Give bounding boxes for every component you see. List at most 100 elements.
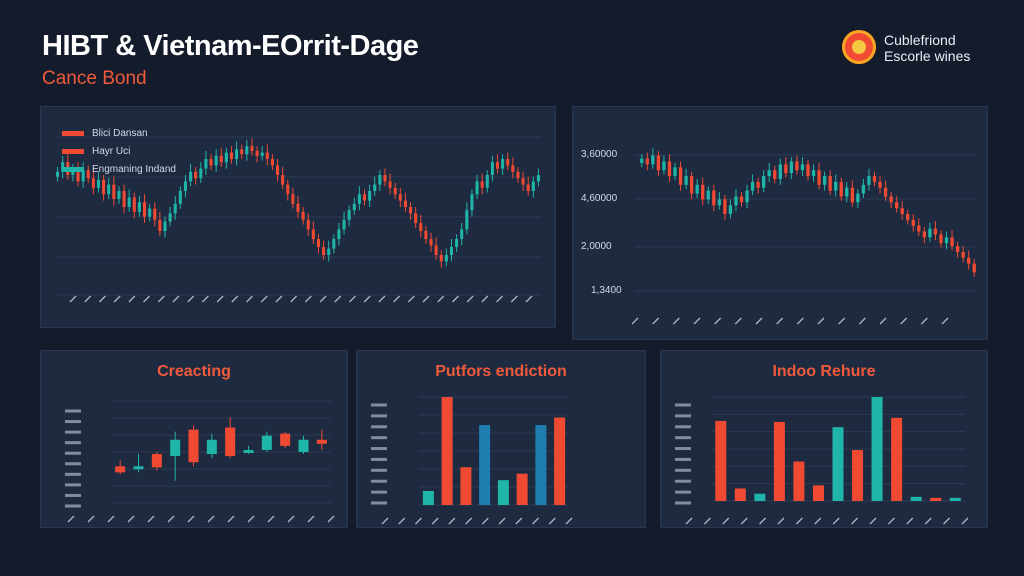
candle	[972, 263, 976, 273]
x-tick-label	[887, 517, 895, 525]
x-tick-label	[290, 295, 298, 303]
legend-label: Engmaning Indand	[92, 163, 176, 175]
bar	[535, 425, 547, 505]
x-tick-label	[532, 517, 540, 525]
brand[interactable]: Cublefriond Escorle wines	[842, 30, 1002, 66]
candle	[383, 175, 387, 182]
candle	[867, 176, 871, 185]
candle	[521, 178, 525, 185]
y-tick-label	[65, 493, 81, 497]
x-tick-label	[381, 517, 389, 525]
y-tick-label: 2,0000	[581, 241, 612, 252]
x-tick-label	[814, 517, 822, 525]
candle	[414, 213, 418, 223]
bar	[497, 480, 509, 505]
y-tick-label	[675, 447, 691, 451]
candle	[861, 184, 866, 194]
x-tick-label	[906, 517, 914, 525]
x-tick-label	[869, 517, 877, 525]
candle	[933, 228, 938, 235]
candle	[950, 237, 954, 247]
candle	[133, 466, 144, 470]
candle	[229, 152, 234, 159]
x-tick-label	[127, 515, 135, 523]
candle	[460, 229, 464, 239]
candle	[102, 179, 106, 195]
candle	[917, 225, 921, 232]
bar	[793, 461, 805, 501]
candle	[656, 155, 661, 171]
chart-legend: Blici Dansan Hayr Uci Engmaning Indand	[62, 124, 176, 178]
y-tick-label	[371, 414, 387, 418]
candle	[531, 181, 535, 191]
x-tick-label	[548, 517, 556, 525]
y-tick-label	[675, 490, 691, 494]
candle	[235, 149, 239, 159]
candle	[728, 205, 733, 214]
candle	[834, 181, 838, 191]
x-tick-label	[565, 517, 573, 525]
candle	[225, 427, 236, 457]
x-tick-label	[363, 295, 371, 303]
legend-swatch	[62, 148, 84, 154]
brand-name-line2: Escorle wines	[884, 48, 971, 64]
candle	[516, 171, 520, 179]
x-tick-label	[740, 517, 748, 525]
y-tick-label	[65, 430, 81, 434]
candle	[511, 165, 515, 172]
x-tick-label	[759, 517, 767, 525]
x-tick-label	[201, 295, 209, 303]
candle	[465, 210, 469, 230]
candle	[255, 151, 259, 156]
candle	[894, 202, 899, 209]
candle	[939, 234, 943, 244]
chart-title: Indoo Rehure	[772, 363, 876, 380]
candle	[712, 190, 716, 206]
brand-name-line1: Cublefriond	[884, 32, 956, 48]
candle	[183, 181, 187, 191]
x-tick-label	[448, 517, 456, 525]
bar	[910, 496, 922, 501]
bar	[891, 417, 903, 501]
y-tick-label	[371, 490, 387, 494]
candle	[224, 152, 228, 163]
candle	[206, 439, 217, 455]
candle	[419, 223, 423, 231]
candle	[495, 162, 500, 169]
candle	[322, 247, 326, 255]
y-tick-label	[371, 468, 387, 472]
candle	[76, 168, 80, 182]
candle	[373, 184, 377, 191]
candle	[311, 229, 315, 239]
x-tick-label	[496, 295, 504, 303]
bar	[734, 488, 746, 501]
candle	[667, 161, 672, 177]
x-tick-label	[334, 295, 342, 303]
y-tick-label	[65, 462, 81, 466]
candle	[806, 164, 810, 177]
bar	[715, 420, 727, 501]
bar	[516, 473, 528, 505]
candle	[689, 176, 694, 194]
bar	[554, 417, 566, 505]
y-tick-label: 3,60000	[581, 149, 618, 160]
candle	[439, 255, 443, 262]
candle	[261, 435, 272, 450]
y-tick-label	[65, 420, 81, 424]
x-tick-label	[714, 317, 722, 325]
candle	[701, 184, 705, 200]
candle	[137, 202, 141, 212]
candle	[745, 190, 749, 203]
candle	[168, 213, 172, 222]
x-tick-label	[941, 317, 949, 325]
candle	[122, 191, 126, 207]
candle	[301, 211, 305, 220]
candle	[955, 246, 960, 252]
x-tick-label	[113, 295, 121, 303]
candle	[153, 208, 157, 220]
legend-item: Engmaning Indand	[62, 160, 176, 178]
candle	[883, 187, 888, 197]
bar-chart-putfors	[371, 396, 573, 525]
x-tick-label	[481, 295, 489, 303]
x-tick-label	[451, 295, 459, 303]
